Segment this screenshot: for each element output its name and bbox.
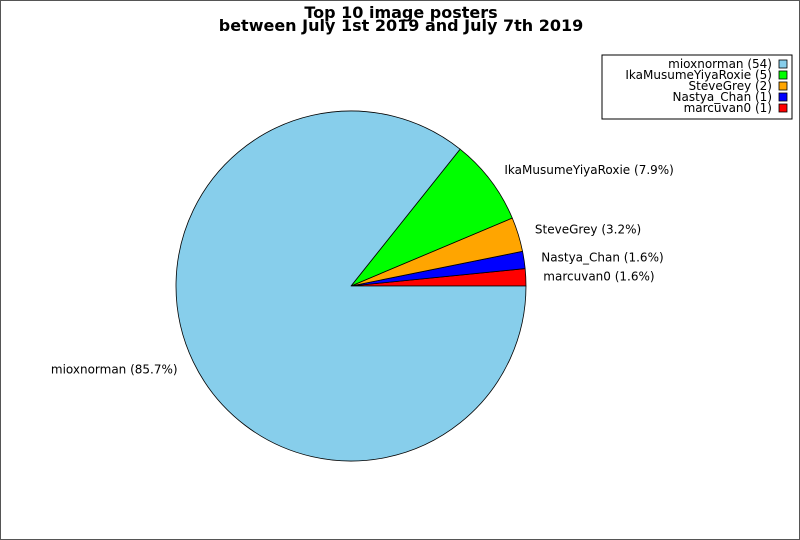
legend-swatch-marcuvan0 — [778, 103, 788, 113]
legend-label-marcuvan0: marcuvan0 (1) — [684, 101, 772, 115]
chart-title: Top 10 image posters — [304, 3, 497, 22]
legend-swatch-mioxnorman — [778, 59, 788, 69]
legend-swatch-nastya-chan — [778, 92, 788, 102]
legend-label-stevegrey: SteveGrey (2) — [689, 79, 772, 93]
legend-label-nastya-chan: Nastya_Chan (1) — [673, 90, 773, 104]
slice-label-mioxnorman: mioxnorman (85.7%) — [51, 363, 178, 377]
pie-slices — [175, 110, 527, 462]
pie-slice-labels: marcuvan0 (1.6%) Nastya_Chan (1.6%) SteveG… — [51, 163, 674, 377]
chart-subtitle: between July 1st 2019 and July 7th 2019 — [219, 16, 584, 35]
legend: mioxnorman (54)IkaMusumeYiyaRoxie (5)Ste… — [601, 54, 793, 120]
slice-label-stevegrey: SteveGrey (3.2%) — [535, 222, 641, 236]
legend-label-ikamusumeyiyaroxie: IkaMusumeYiyaRoxie (5) — [625, 68, 772, 82]
slice-label-nastya-chan: Nastya_Chan (1.6%) — [541, 250, 663, 264]
slice-label-marcuvan0: marcuvan0 (1.6%) — [543, 269, 654, 283]
legend-swatch-stevegrey — [778, 81, 788, 91]
pie-slice-mioxnorman — [175, 110, 527, 462]
slice-label-ikamusumeyiyaroxie: IkaMusumeYiyaRoxie (7.9%) — [504, 163, 673, 177]
legend-frame — [601, 54, 793, 120]
legend-label-mioxnorman: mioxnorman (54) — [668, 57, 772, 71]
legend-swatch-ikamusumeyiyaroxie — [778, 70, 788, 80]
